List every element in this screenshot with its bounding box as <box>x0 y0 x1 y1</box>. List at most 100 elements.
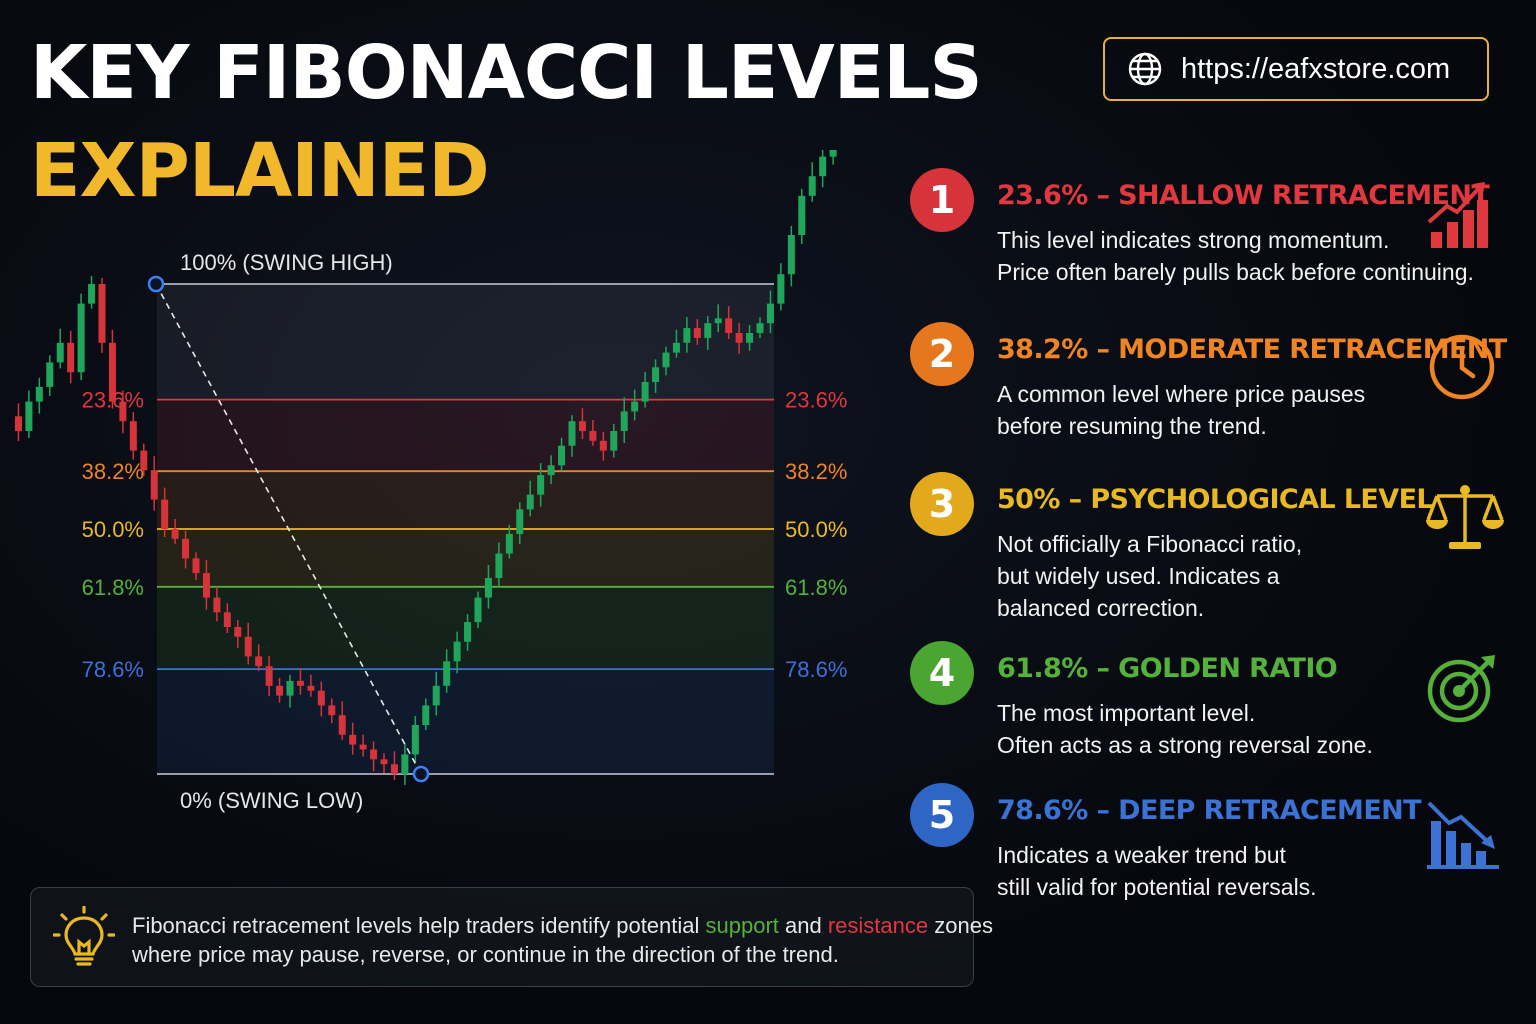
note-text-part: zones <box>928 913 993 938</box>
level-description: The most important level. Often acts as … <box>997 697 1467 761</box>
bearish-candle <box>265 666 273 686</box>
bearish-candle <box>296 680 304 686</box>
level-description: This level indicates strong momentum. Pr… <box>997 224 1474 288</box>
level-description: Indicates a weaker trend but still valid… <box>997 839 1467 903</box>
balance-scale-icon <box>1426 485 1504 549</box>
fib-zone <box>157 471 774 529</box>
note-text-part: and <box>778 913 828 938</box>
note-text-part: Fibonacci retracement levels help trader… <box>132 913 706 938</box>
fib-zone <box>157 284 774 400</box>
level-number-badge: 3 <box>910 472 974 536</box>
bullish-candle <box>620 411 628 431</box>
swing-high-label: 100% (SWING HIGH) <box>180 250 393 275</box>
swing-high-point <box>147 275 165 293</box>
bullish-candle <box>558 445 566 466</box>
bullish-candle <box>829 150 837 157</box>
bullish-candle <box>56 342 64 363</box>
bullish-candle <box>683 328 691 343</box>
bullish-candle <box>77 303 85 373</box>
level-title: 50% – PSYCHOLOGICAL LEVEL <box>997 484 1434 515</box>
bullish-candle <box>401 754 409 774</box>
bullish-candle <box>631 401 639 412</box>
bearish-candle <box>380 759 388 765</box>
fib-zone <box>157 399 774 472</box>
bearish-candle <box>14 416 22 431</box>
bullish-candle <box>568 421 576 446</box>
level-title: 61.8% – GOLDEN RATIO <box>997 653 1338 684</box>
fib-level-label-right: 61.8% <box>785 575 847 600</box>
bearish-candle <box>276 685 284 696</box>
bearish-candle <box>255 656 263 667</box>
bearish-candle <box>182 538 190 559</box>
bearish-candle <box>390 764 398 774</box>
bearish-candle <box>161 499 169 529</box>
bearish-candle <box>234 627 242 637</box>
bullish-candle <box>88 284 96 304</box>
bearish-candle <box>349 734 357 745</box>
fib-level-label-right: 23.6% <box>785 388 847 413</box>
swing-low-label: 0% (SWING LOW) <box>180 788 363 813</box>
bullish-candle <box>453 641 461 662</box>
resistance-keyword: resistance <box>827 913 929 938</box>
bearish-candle <box>202 573 210 598</box>
bearish-candle <box>98 284 106 343</box>
bullish-candle <box>537 475 545 495</box>
bullish-candle <box>464 622 472 642</box>
bearish-candle <box>213 597 221 613</box>
note-line-1: Fibonacci retracement levels help trader… <box>132 911 993 940</box>
bearish-candle <box>359 744 367 750</box>
bullish-candle <box>808 176 816 196</box>
bullish-candle <box>777 274 785 304</box>
title-line-2: EXPLAINED <box>30 128 490 214</box>
bullish-candle <box>432 685 440 706</box>
description-line: Not officially a Fibonacci ratio, <box>997 531 1303 557</box>
website-link[interactable]: https://eafxstore.com <box>1103 37 1489 101</box>
bullish-candle <box>495 553 503 578</box>
bullish-candle <box>756 323 764 333</box>
bullish-candle <box>662 352 670 368</box>
bearish-candle <box>108 342 116 402</box>
bullish-candle <box>46 362 54 387</box>
bearish-candle <box>735 333 743 343</box>
bearish-candle <box>578 421 586 431</box>
target-icon <box>1427 655 1495 723</box>
info-note: Fibonacci retracement levels help trader… <box>30 887 993 987</box>
fib-level-label-left: 50.0% <box>82 517 144 542</box>
description-line: The most important level. <box>997 700 1256 726</box>
description-line: still valid for potential reversals. <box>997 874 1317 900</box>
bearish-candle <box>307 685 315 691</box>
fib-level-label-left: 78.6% <box>82 657 144 682</box>
bearish-candle <box>693 328 701 338</box>
level-number-badge: 4 <box>910 641 974 705</box>
bearish-candle <box>599 440 607 451</box>
bullish-candle <box>652 367 660 382</box>
bearish-candle <box>171 529 179 539</box>
bearish-candle <box>338 715 346 735</box>
bullish-candle <box>798 195 806 235</box>
bullish-candle <box>547 465 555 476</box>
bullish-candle <box>484 578 492 598</box>
bullish-candle <box>714 318 722 324</box>
bearish-candle <box>589 431 597 441</box>
bearish-candle <box>328 705 336 716</box>
level-title: 23.6% – SHALLOW RETRACEMENT <box>997 180 1490 211</box>
website-url: https://eafxstore.com <box>1181 52 1451 85</box>
description-line: Indicates a weaker trend but <box>997 842 1286 868</box>
bearish-candle <box>150 470 158 500</box>
bullish-candle <box>286 680 294 696</box>
fibonacci-chart: 23.6%23.6%38.2%38.2%50.0%50.0%61.8%61.8%… <box>14 150 847 813</box>
bullish-candle <box>766 303 774 324</box>
bearish-candle <box>119 401 127 422</box>
level-title: 38.2% – MODERATE RETRACEMENT <box>997 334 1507 365</box>
bearish-candle <box>725 318 733 333</box>
description-line: Price often barely pulls back before con… <box>997 259 1474 285</box>
level-number-badge: 1 <box>910 168 974 232</box>
fib-level-label-left: 38.2% <box>82 459 144 484</box>
note-line-2: where price may pause, reverse, or conti… <box>132 942 839 967</box>
bearish-candle <box>129 421 137 451</box>
bullish-candle <box>422 705 430 725</box>
globe-icon <box>1128 52 1162 86</box>
lightbulb-icon <box>53 906 115 966</box>
bullish-candle <box>35 386 43 402</box>
bullish-candle <box>746 333 754 343</box>
